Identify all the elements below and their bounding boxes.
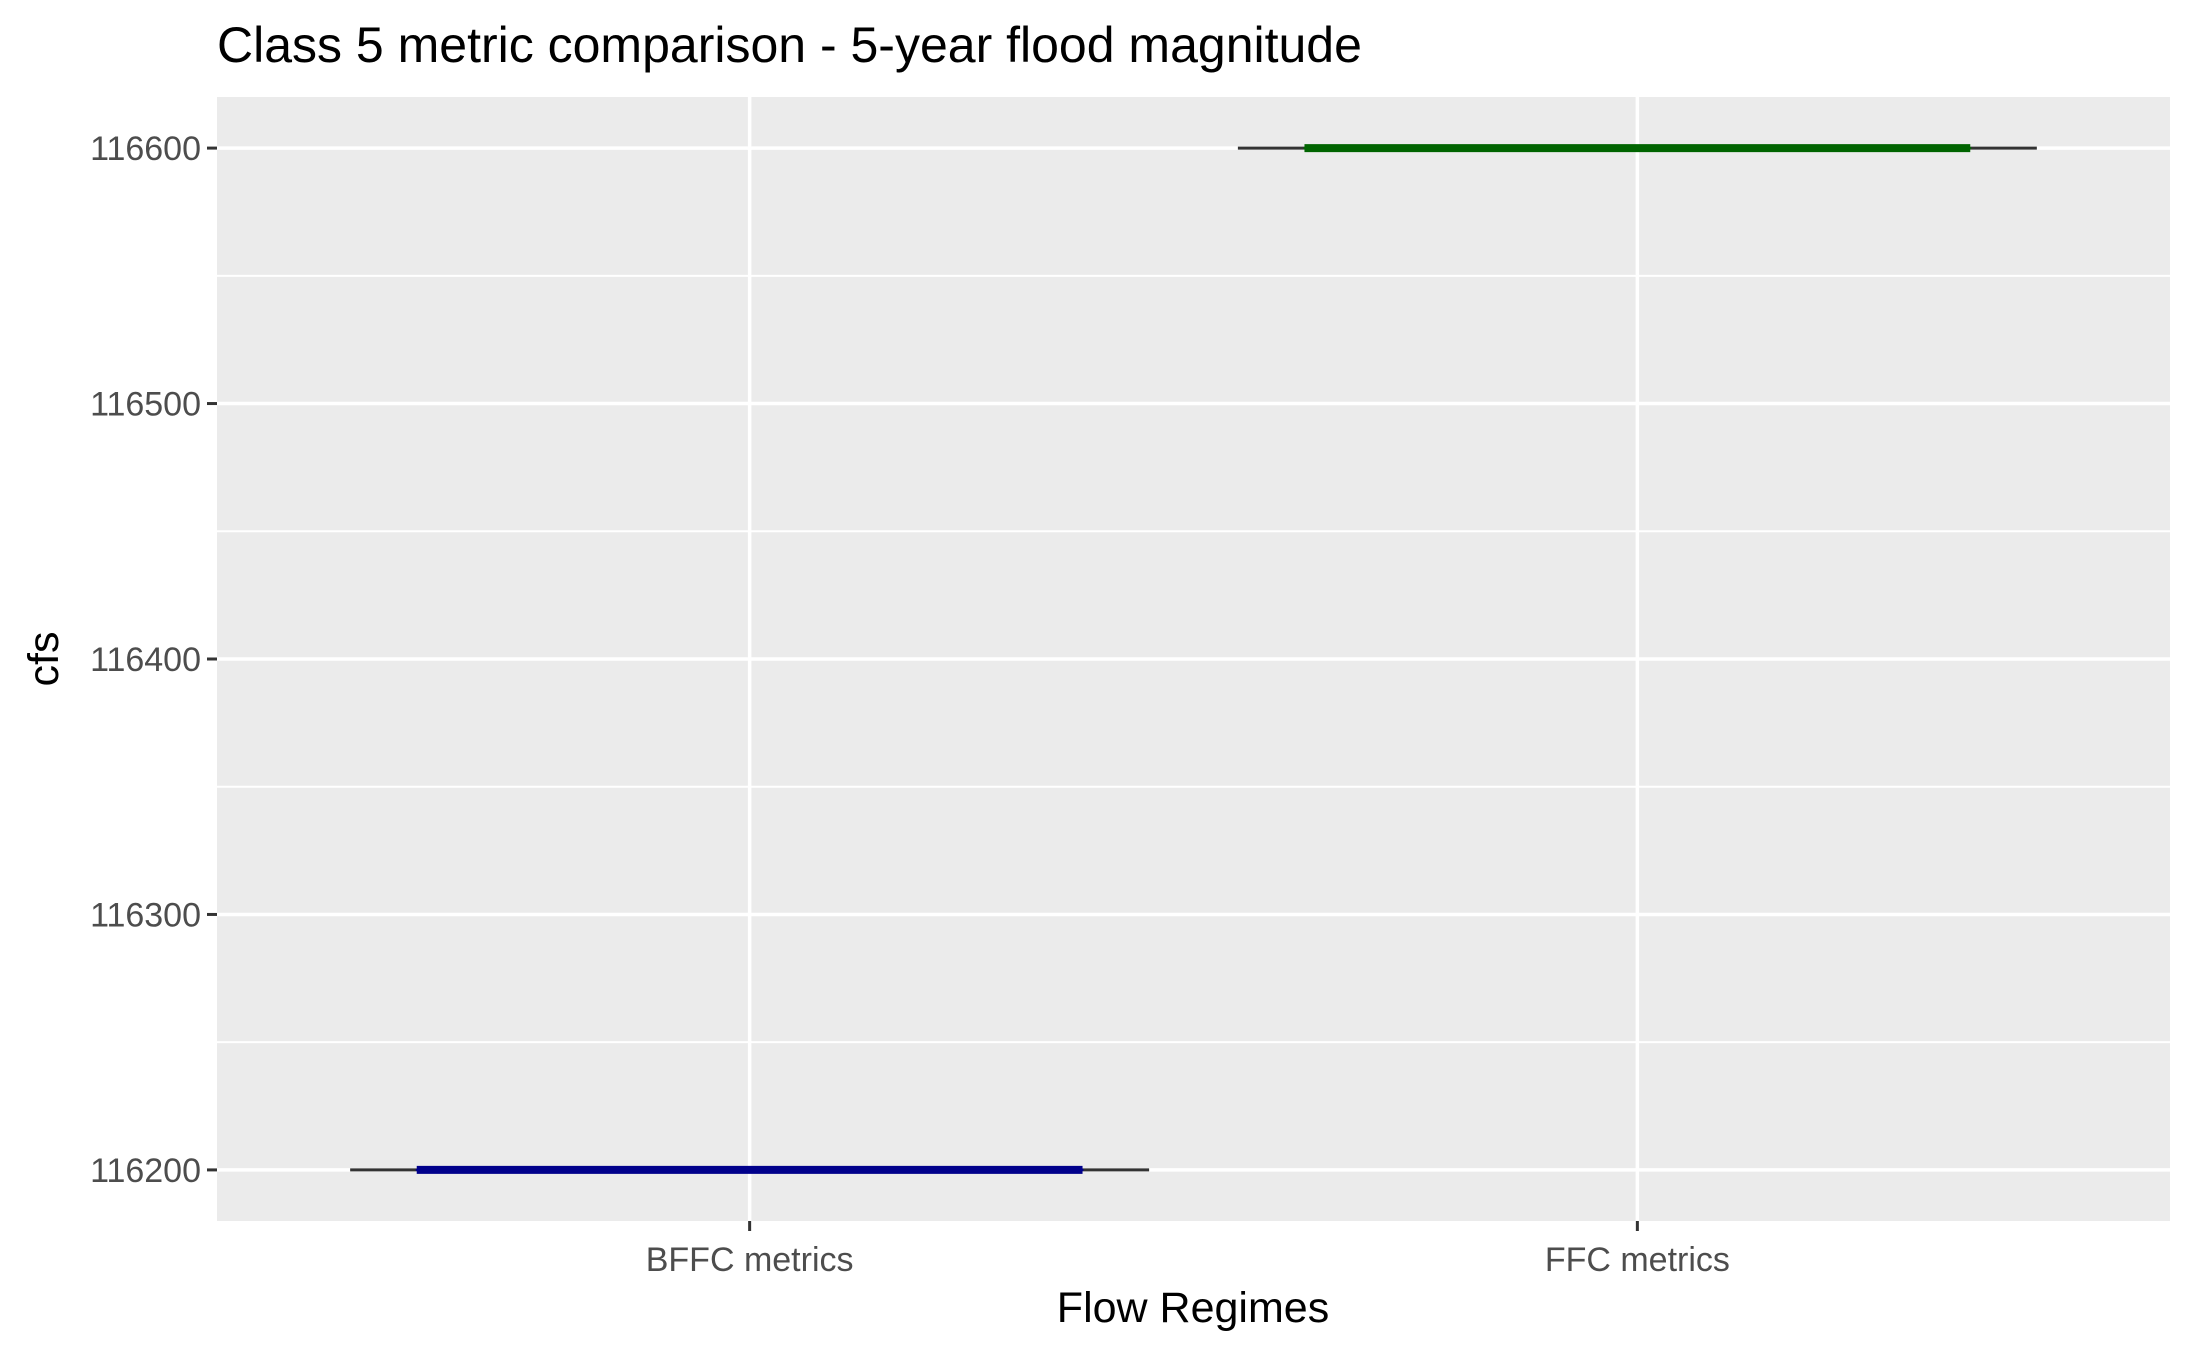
x-axis-title: Flow Regimes [1057,1284,1329,1332]
y-axis: 116200 116300 116400 116500 116600 [90,130,217,1190]
y-axis-title: cfs [20,632,68,687]
grid-major-lines [217,97,2170,1221]
chart-title: Class 5 metric comparison - 5-year flood… [217,17,1362,73]
x-tick-label: BFFC metrics [646,1241,854,1279]
y-tick-label: 116200 [90,1152,201,1190]
x-axis: BFFC metrics FFC metrics [646,1221,1730,1279]
y-tick-label: 116600 [90,130,201,168]
x-tick-label: FFC metrics [1545,1241,1730,1279]
grid-minor-lines [217,274,2170,1044]
box-series [350,144,2037,1174]
y-tick-label: 116400 [90,641,201,679]
y-tick-label: 116500 [90,386,201,424]
y-tick-label: 116300 [90,896,201,934]
